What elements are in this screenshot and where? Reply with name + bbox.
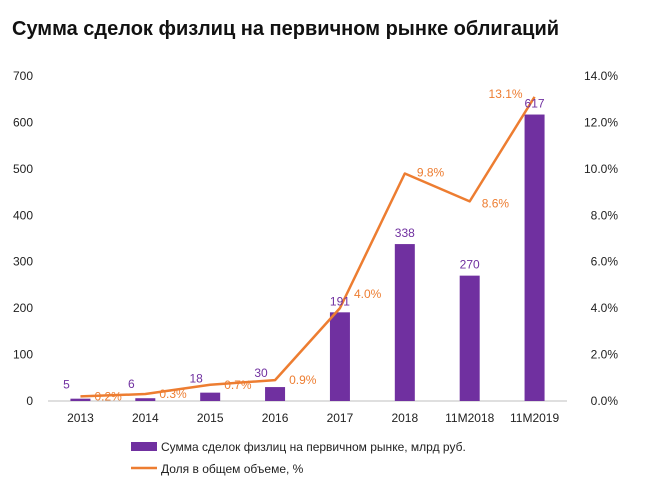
bar bbox=[135, 398, 156, 401]
x-tick-label: 2016 bbox=[262, 411, 289, 425]
legend-bar-swatch bbox=[131, 442, 157, 451]
legend-bar-label: Сумма сделок физлиц на первичном рынке, … bbox=[161, 440, 466, 454]
line-value-label: 4.0% bbox=[354, 287, 382, 301]
bar-value-label: 30 bbox=[254, 366, 268, 380]
line-value-label: 0.2% bbox=[94, 389, 122, 403]
x-tick-label: 2014 bbox=[132, 411, 159, 425]
y-left-tick-label: 100 bbox=[13, 348, 33, 362]
line-value-label: 9.8% bbox=[417, 166, 445, 180]
chart-title: Сумма сделок физлиц на первичном рынке о… bbox=[12, 18, 560, 40]
x-tick-label: 11M2018 bbox=[445, 411, 494, 425]
share-line bbox=[80, 96, 536, 398]
y-right-tick-label: 6.0% bbox=[591, 255, 619, 269]
y-left-tick-label: 200 bbox=[13, 301, 33, 315]
y-left-tick-label: 300 bbox=[13, 255, 33, 269]
y-left-tick-label: 700 bbox=[13, 69, 33, 83]
y-right-tick-label: 4.0% bbox=[591, 301, 619, 315]
bar bbox=[200, 392, 221, 401]
line-value-label: 0.7% bbox=[224, 378, 252, 392]
y-left-tick-label: 400 bbox=[13, 208, 33, 222]
y-right-tick-label: 14.0% bbox=[584, 69, 618, 83]
bar-value-label: 338 bbox=[395, 226, 415, 240]
y-left-tick-label: 0 bbox=[26, 394, 33, 408]
bar-value-label: 191 bbox=[330, 294, 350, 308]
y-left-tick-label: 600 bbox=[13, 115, 33, 129]
bar bbox=[394, 244, 415, 401]
bar bbox=[265, 387, 286, 401]
bar bbox=[524, 114, 545, 402]
bar bbox=[329, 312, 350, 401]
bar-value-label: 5 bbox=[63, 378, 70, 392]
bar-value-label: 18 bbox=[190, 372, 204, 386]
y-left-tick-label: 500 bbox=[13, 162, 33, 176]
y-right-tick-label: 12.0% bbox=[584, 115, 618, 129]
line-value-label: 0.9% bbox=[289, 373, 317, 387]
y-right-tick-label: 10.0% bbox=[584, 162, 618, 176]
bar-value-label: 617 bbox=[525, 97, 545, 111]
line-value-label: 0.3% bbox=[159, 387, 187, 401]
x-tick-label: 11M2019 bbox=[510, 411, 559, 425]
x-tick-label: 2017 bbox=[327, 411, 354, 425]
x-tick-label: 2013 bbox=[67, 411, 94, 425]
bar-value-label: 270 bbox=[460, 258, 480, 272]
x-tick-label: 2018 bbox=[391, 411, 418, 425]
x-tick-label: 2015 bbox=[197, 411, 224, 425]
bar bbox=[459, 275, 480, 401]
bar-value-label: 6 bbox=[128, 377, 135, 391]
line-value-label: 13.1% bbox=[489, 87, 523, 101]
bar bbox=[70, 398, 91, 401]
y-right-tick-label: 2.0% bbox=[591, 348, 619, 362]
line-value-label: 8.6% bbox=[482, 196, 510, 210]
legend-line-label: Доля в общем объеме, % bbox=[161, 462, 304, 476]
y-right-tick-label: 0.0% bbox=[591, 394, 619, 408]
y-right-tick-label: 8.0% bbox=[591, 208, 619, 222]
